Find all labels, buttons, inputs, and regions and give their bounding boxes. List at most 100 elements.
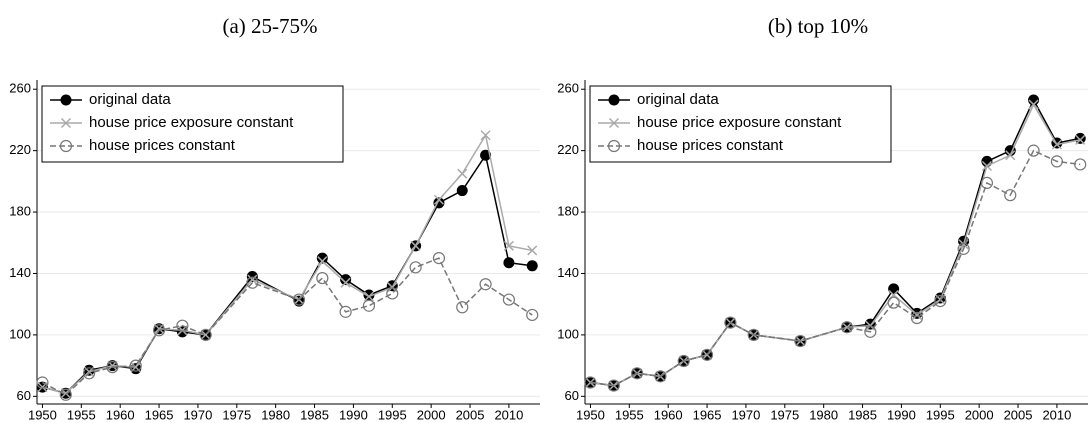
x-tick-label: 1975 bbox=[222, 407, 251, 422]
chart-title: (b) top 10% bbox=[768, 14, 868, 38]
y-tick-label: 220 bbox=[557, 142, 579, 157]
marker bbox=[340, 274, 352, 286]
x-tick-label: 1970 bbox=[731, 407, 760, 422]
marker bbox=[526, 308, 539, 322]
marker bbox=[456, 185, 468, 197]
y-tick-label: 100 bbox=[557, 326, 579, 341]
x-tick-label: 1950 bbox=[576, 407, 605, 422]
x-tick-label: 2005 bbox=[1004, 407, 1033, 422]
marker bbox=[607, 139, 621, 153]
marker bbox=[503, 240, 514, 251]
x-tick-label: 1975 bbox=[770, 407, 799, 422]
legend-label: house prices constant bbox=[637, 137, 784, 154]
marker bbox=[339, 305, 352, 318]
y-tick-label: 100 bbox=[9, 326, 31, 341]
marker bbox=[724, 316, 737, 329]
x-tick-label: 1950 bbox=[28, 407, 57, 422]
marker bbox=[1004, 189, 1017, 202]
marker bbox=[747, 328, 760, 342]
series bbox=[584, 144, 1087, 392]
y-tick-label: 220 bbox=[9, 142, 31, 157]
x-tick-label: 2000 bbox=[417, 407, 446, 422]
marker bbox=[864, 325, 877, 338]
marker bbox=[59, 139, 73, 153]
x-tick-label: 2005 bbox=[456, 407, 485, 422]
marker bbox=[480, 149, 492, 161]
marker bbox=[432, 252, 446, 265]
x-tick-label: 1965 bbox=[145, 407, 174, 422]
marker bbox=[82, 367, 96, 380]
legend-label: original data bbox=[637, 91, 719, 108]
series-line bbox=[42, 133, 533, 395]
y-tick-label: 180 bbox=[9, 203, 31, 218]
legend-box bbox=[41, 85, 344, 163]
marker bbox=[888, 283, 900, 295]
marker bbox=[934, 295, 947, 308]
legend-label: house prices constant bbox=[89, 137, 236, 154]
marker bbox=[316, 252, 328, 264]
x-tick-label: 2000 bbox=[965, 407, 994, 422]
marker bbox=[340, 277, 351, 288]
marker bbox=[83, 364, 95, 376]
x-tick-label: 1995 bbox=[378, 407, 407, 422]
marker bbox=[630, 367, 644, 380]
x-tick-label: 1985 bbox=[300, 407, 329, 422]
marker bbox=[176, 326, 188, 338]
legend-label: original data bbox=[89, 91, 171, 108]
x-tick-label: 1980 bbox=[261, 407, 290, 422]
marker bbox=[479, 278, 492, 291]
x-tick-label: 1955 bbox=[615, 407, 644, 422]
x-tick-label: 1970 bbox=[183, 407, 212, 422]
x-tick-label: 1990 bbox=[339, 407, 368, 422]
y-tick-label: 140 bbox=[557, 265, 579, 280]
marker bbox=[840, 321, 854, 334]
marker bbox=[106, 361, 119, 374]
series bbox=[37, 130, 538, 399]
chart-title: (a) 25-75% bbox=[222, 14, 317, 38]
marker bbox=[911, 309, 922, 320]
marker bbox=[60, 94, 72, 106]
marker bbox=[503, 257, 515, 269]
marker bbox=[60, 117, 72, 129]
marker bbox=[362, 299, 376, 312]
x-tick-label: 1980 bbox=[809, 407, 838, 422]
x-tick-label: 2010 bbox=[1042, 407, 1071, 422]
x-tick-label: 1960 bbox=[106, 407, 135, 422]
marker bbox=[1005, 150, 1016, 161]
marker bbox=[129, 359, 142, 372]
marker bbox=[1074, 132, 1086, 144]
marker bbox=[247, 274, 258, 285]
marker bbox=[677, 354, 690, 368]
series-line bbox=[590, 149, 1081, 387]
marker bbox=[433, 194, 444, 205]
marker bbox=[585, 377, 596, 388]
marker bbox=[841, 322, 853, 333]
marker bbox=[363, 291, 374, 302]
marker bbox=[152, 324, 166, 337]
y-tick-label: 260 bbox=[9, 81, 31, 96]
marker bbox=[502, 293, 516, 306]
marker bbox=[386, 287, 399, 300]
marker bbox=[608, 94, 620, 106]
marker bbox=[59, 388, 72, 401]
x-tick-label: 2010 bbox=[494, 407, 523, 422]
marker bbox=[1075, 134, 1086, 145]
marker bbox=[199, 328, 212, 342]
marker bbox=[1050, 155, 1064, 168]
marker bbox=[700, 348, 714, 361]
marker bbox=[957, 242, 970, 256]
marker bbox=[1027, 144, 1040, 157]
x-tick-label: 1955 bbox=[67, 407, 96, 422]
marker bbox=[526, 260, 538, 272]
marker bbox=[981, 160, 992, 172]
marker bbox=[480, 130, 491, 141]
marker bbox=[176, 319, 189, 332]
series bbox=[36, 252, 539, 401]
marker bbox=[317, 256, 328, 267]
marker bbox=[456, 301, 469, 314]
legend: original data house price exposure consta… bbox=[589, 85, 892, 163]
marker bbox=[608, 117, 620, 129]
legend-box bbox=[589, 85, 892, 163]
